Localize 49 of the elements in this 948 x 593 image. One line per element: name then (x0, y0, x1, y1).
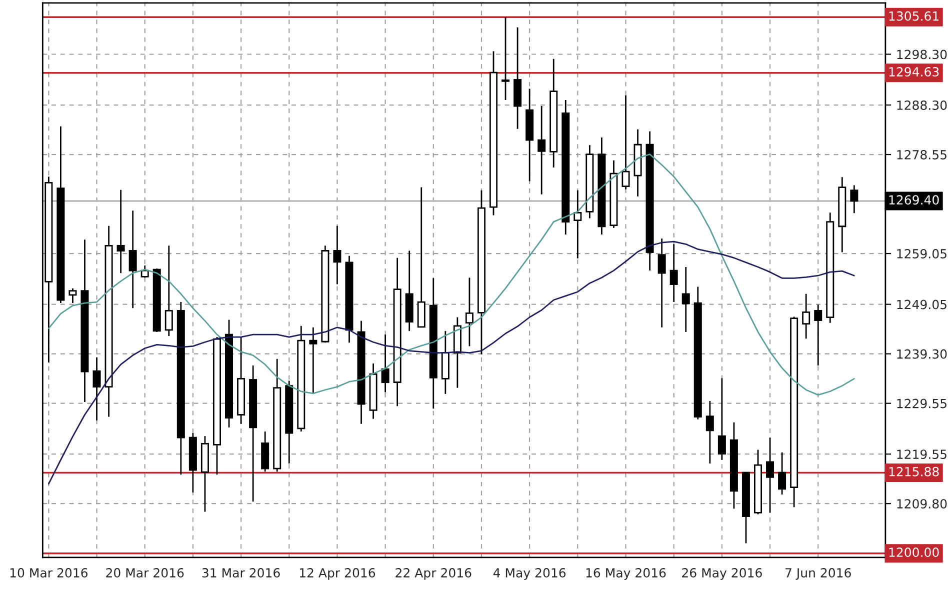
x-tick-label: 16 May 2016 (586, 568, 666, 580)
x-tick-label: 26 May 2016 (682, 568, 762, 580)
candlestick (465, 276, 474, 347)
x-tick-label: 10 Mar 2016 (10, 568, 88, 578)
candlestick (658, 238, 666, 328)
y-tick-label: 1229.55 (897, 398, 946, 408)
ref-line-label: 1269.40 (889, 195, 939, 205)
candlestick (128, 210, 137, 309)
y-tick-label: 1239.30 (897, 349, 947, 359)
ref-line-label: 1215.88 (889, 466, 939, 476)
y-tick-label: 1259.05 (897, 249, 946, 258)
candlestick (718, 377, 726, 461)
y-tick-label: 1249.05 (897, 300, 946, 310)
candlestick (706, 400, 714, 464)
candlestick (116, 189, 125, 274)
y-tick-label: 1278.55 (897, 150, 946, 160)
candlestick (68, 288, 77, 304)
line-series (48, 240, 855, 484)
x-tick-label: 31 Mar 2016 (202, 568, 280, 578)
y-tick-label: 1219.55 (897, 450, 946, 460)
candlestick (814, 304, 822, 366)
candlestick (850, 184, 858, 214)
ref-line-label: 1305.61 (889, 11, 938, 21)
candlestick (164, 244, 173, 337)
y-tick-label: 1298.30 (897, 50, 947, 60)
y-tick-label: 1209.80 (897, 499, 947, 509)
candlestick (766, 436, 774, 514)
candlestick (502, 16, 510, 101)
x-tick-label: 12 Apr 2016 (300, 568, 376, 580)
ref-line-label: 1200.00 (889, 548, 939, 557)
candlestick (140, 264, 149, 278)
candlestick (309, 326, 318, 395)
candlestick (92, 356, 101, 422)
x-tick-label: 4 May 2016 (493, 568, 566, 580)
ref-line-label: 1294.63 (889, 67, 939, 77)
x-tick-label: 22 Apr 2016 (396, 568, 472, 580)
x-tick-label: 7 Jun 2016 (786, 568, 851, 580)
candlestick (622, 94, 630, 190)
candlestick (333, 225, 342, 285)
candlestick (670, 243, 678, 303)
x-tick-label: 20 Mar 2016 (106, 568, 184, 578)
candlestick (802, 293, 810, 340)
candlestick (574, 190, 582, 260)
line-series (48, 154, 855, 396)
candlestick (778, 452, 786, 496)
candlestick (682, 266, 690, 333)
y-tick-label: 1288.30 (897, 100, 947, 110)
candlestick (381, 334, 390, 394)
candlestick (538, 105, 546, 196)
